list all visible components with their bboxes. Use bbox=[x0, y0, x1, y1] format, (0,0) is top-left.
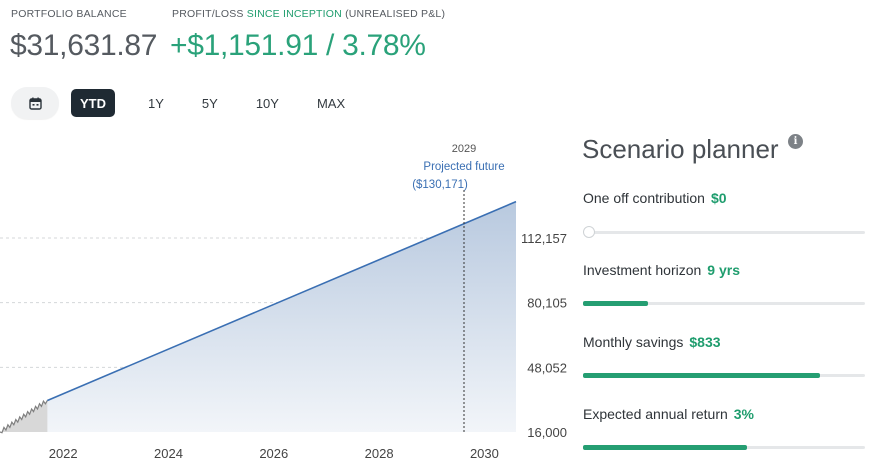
one-off-contribution-label: One off contribution bbox=[583, 190, 705, 206]
projection-chart: 2029 Projected future ($130,171) 16,000 4… bbox=[0, 143, 567, 461]
investment-horizon-label: Investment horizon bbox=[583, 262, 702, 278]
investment-horizon-slider[interactable] bbox=[583, 301, 865, 306]
period-5y[interactable]: 5Y bbox=[201, 95, 218, 111]
x-tick-label: 2028 bbox=[365, 446, 394, 461]
period-selector: YTD 1Y 5Y 10Y MAX bbox=[11, 87, 374, 119]
y-tick-label: 48,052 bbox=[527, 360, 567, 375]
marker-value: ($130,171) bbox=[412, 179, 468, 191]
expected-return-value: 3% bbox=[733, 406, 754, 422]
history-line bbox=[0, 399, 48, 434]
profit-loss-label: PROFIT/LOSS SINCE INCEPTION (UNREALISED … bbox=[172, 8, 445, 20]
portfolio-balance-value: $31,631.87 bbox=[10, 29, 158, 62]
period-max[interactable]: MAX bbox=[316, 95, 346, 111]
monthly-savings-value: $833 bbox=[689, 334, 721, 350]
x-tick-label: 2026 bbox=[259, 446, 288, 461]
slider-handle[interactable] bbox=[583, 226, 595, 238]
marker-label: Projected future bbox=[423, 161, 504, 173]
projection-line bbox=[47, 200, 517, 402]
profit-loss-label-prefix: PROFIT/LOSS bbox=[172, 8, 244, 20]
one-off-contribution-row: One off contribution $0 bbox=[583, 190, 727, 206]
investment-horizon-row: Investment horizon 9 yrs bbox=[583, 262, 740, 278]
unrealised-label: (UNREALISED P&L) bbox=[345, 8, 446, 20]
marker-year: 2029 bbox=[452, 143, 476, 155]
monthly-savings-row: Monthly savings $833 bbox=[583, 334, 721, 350]
monthly-savings-label: Monthly savings bbox=[583, 334, 684, 350]
slider-fill bbox=[583, 445, 747, 450]
slider-fill bbox=[583, 373, 820, 378]
one-off-contribution-slider[interactable] bbox=[583, 226, 865, 238]
profit-loss-value: +$1,151.91 / 3.78% bbox=[170, 29, 426, 62]
info-icon[interactable]: i bbox=[788, 134, 803, 149]
period-1y[interactable]: 1Y bbox=[148, 95, 164, 111]
portfolio-balance-label: PORTFOLIO BALANCE bbox=[11, 8, 127, 20]
scenario-planner-title: Scenario planner bbox=[582, 134, 779, 164]
monthly-savings-slider[interactable] bbox=[583, 373, 865, 378]
y-tick-label: 112,157 bbox=[521, 231, 567, 246]
one-off-contribution-value: $0 bbox=[710, 190, 727, 206]
expected-return-row: Expected annual return 3% bbox=[583, 406, 754, 422]
y-tick-label: 16,000 bbox=[527, 425, 567, 440]
since-inception-label: SINCE INCEPTION bbox=[246, 8, 342, 20]
x-tick-label: 2022 bbox=[49, 446, 78, 461]
expected-return-slider[interactable] bbox=[583, 445, 865, 450]
period-10y[interactable]: 10Y bbox=[255, 95, 279, 111]
period-ytd[interactable]: YTD bbox=[71, 89, 115, 117]
calendar-icon bbox=[28, 97, 42, 110]
expected-return-label: Expected annual return bbox=[583, 406, 728, 422]
calendar-button[interactable] bbox=[11, 87, 59, 119]
x-tick-label: 2024 bbox=[154, 446, 183, 461]
y-tick-label: 80,105 bbox=[527, 296, 567, 311]
projection-area bbox=[47, 201, 516, 432]
investment-horizon-value: 9 yrs bbox=[707, 262, 740, 278]
slider-fill bbox=[583, 301, 648, 306]
history-area bbox=[0, 400, 48, 433]
x-tick-label: 2030 bbox=[470, 446, 499, 461]
